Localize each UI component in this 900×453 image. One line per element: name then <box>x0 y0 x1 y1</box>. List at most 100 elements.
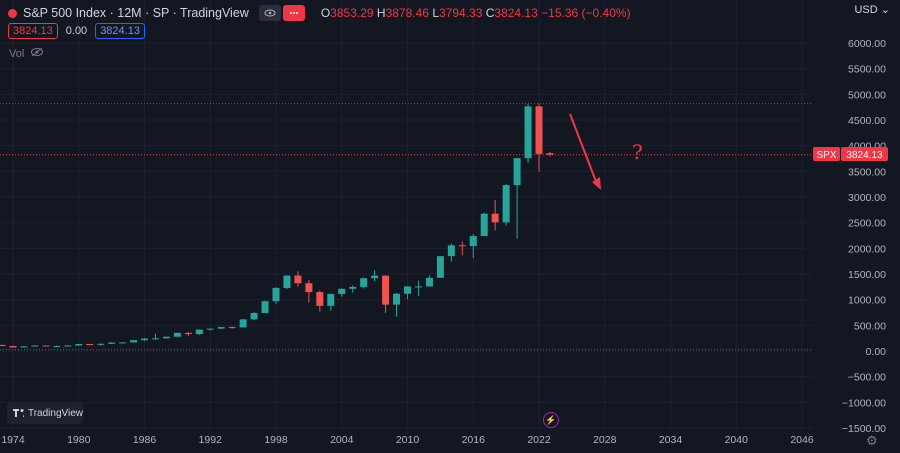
eye-crossed-icon[interactable] <box>30 47 44 60</box>
x-tick-label: 2046 <box>790 434 814 446</box>
candle <box>64 345 72 347</box>
y-tick-label: 1500.00 <box>848 269 886 281</box>
last-price-value: 3824.13 <box>846 150 883 161</box>
candle-body <box>108 342 116 344</box>
y-tick-label: 1000.00 <box>848 295 886 307</box>
bid-ask-row: 3824.13 0.00 3824.13 <box>8 23 145 39</box>
candle <box>173 332 181 337</box>
candle <box>108 342 116 344</box>
tradingview-logo[interactable]: TradingView <box>7 402 83 424</box>
candle-body <box>86 344 94 346</box>
x-tick-label: 1986 <box>133 434 157 446</box>
question-annotation: ? <box>632 140 643 164</box>
candle-body <box>349 286 357 289</box>
more-icon[interactable] <box>282 5 305 21</box>
close-value: 3824.13 <box>494 6 538 20</box>
x-tick-label: 2034 <box>659 434 683 446</box>
candle <box>75 343 83 346</box>
eye-icon[interactable] <box>258 5 281 21</box>
candle <box>316 290 324 312</box>
y-axis: −1500.00 −1000.00 −500.00 0.00 500.00 1000.00… <box>842 38 886 435</box>
open-value: 3853.29 <box>330 6 374 20</box>
candle <box>469 234 477 259</box>
candle-body <box>184 332 192 335</box>
candle <box>360 277 368 289</box>
candle-body <box>97 343 105 345</box>
candle <box>20 346 28 348</box>
candle <box>371 270 379 281</box>
candle <box>9 345 17 348</box>
candle-body <box>20 346 28 348</box>
candle-body <box>513 158 521 186</box>
candle <box>327 293 335 311</box>
candle <box>349 285 357 293</box>
candle-body <box>283 275 291 288</box>
chevron-down-icon: ⌄ <box>880 4 890 16</box>
logo-text: TradingView <box>27 407 83 419</box>
candle-body <box>217 327 225 329</box>
y-tick-label: −1000.00 <box>842 397 886 409</box>
x-tick-label: 1974 <box>1 434 25 446</box>
flash-icon[interactable]: ⚡ <box>543 412 559 428</box>
change-value: −15.36 (−0.40%) <box>541 6 631 20</box>
candle-body <box>360 278 368 287</box>
candle-body <box>469 236 477 247</box>
candle-body <box>272 287 280 302</box>
forecast-arrow <box>569 113 598 185</box>
candle-body <box>371 275 379 279</box>
y-tick-label: 5000.00 <box>848 89 886 101</box>
buy-price-box[interactable]: 3824.13 <box>95 23 145 39</box>
candle-body <box>261 301 269 313</box>
x-tick-label: 2040 <box>725 434 749 446</box>
candle-body <box>162 336 170 339</box>
candle <box>42 345 50 347</box>
forecast-arrow-head <box>592 177 601 190</box>
candle <box>502 184 510 226</box>
candle <box>31 345 39 347</box>
currency-selector[interactable]: USD ⌄ <box>854 3 890 16</box>
volume-legend: Vol <box>9 47 44 60</box>
candle-body <box>0 344 6 347</box>
candle <box>513 157 521 239</box>
spread-value: 0.00 <box>65 25 88 37</box>
x-tick-label: 1998 <box>264 434 288 446</box>
candle <box>228 326 236 329</box>
x-tick-label: 2028 <box>593 434 617 446</box>
gear-icon[interactable]: ⚙ <box>866 433 878 448</box>
x-axis: 1974 1980 1986 1992 1998 2004 2010 2016 2022 2028… <box>1 434 814 446</box>
candle <box>184 332 192 336</box>
candle-body <box>9 346 17 348</box>
legend-buttons <box>258 5 307 21</box>
candle-body <box>31 345 39 347</box>
candle-body <box>141 338 148 341</box>
candle <box>458 241 466 256</box>
market-status-dot <box>8 8 17 18</box>
candle <box>338 288 346 297</box>
candles <box>0 103 554 348</box>
candle <box>217 326 225 329</box>
candle <box>524 103 532 163</box>
candle <box>53 345 61 348</box>
candle <box>404 286 411 300</box>
tradingview-logo-icon <box>13 409 24 417</box>
sell-price-box[interactable]: 3824.13 <box>8 23 58 39</box>
x-tick-label: 2022 <box>527 434 551 446</box>
chart-legend: S&P 500 Index · 12M · SP · TradingView O… <box>8 5 631 21</box>
low-value: 3794.33 <box>439 6 483 20</box>
y-tick-label: 0.00 <box>866 346 887 358</box>
candle <box>250 312 258 321</box>
candle-body <box>53 346 61 348</box>
candle <box>447 243 455 262</box>
candle <box>151 333 159 340</box>
y-tick-label: 500.00 <box>854 320 886 332</box>
symbol-title[interactable]: S&P 500 Index · 12M · SP · TradingView <box>23 6 249 20</box>
high-value: 3878.46 <box>385 6 429 20</box>
candle-body <box>239 319 247 328</box>
candle <box>382 275 390 313</box>
x-tick-label: 2016 <box>462 434 486 446</box>
candle <box>0 344 6 347</box>
candle <box>261 300 269 314</box>
y-tick-label: 2000.00 <box>848 243 886 255</box>
candle-body <box>250 312 258 320</box>
